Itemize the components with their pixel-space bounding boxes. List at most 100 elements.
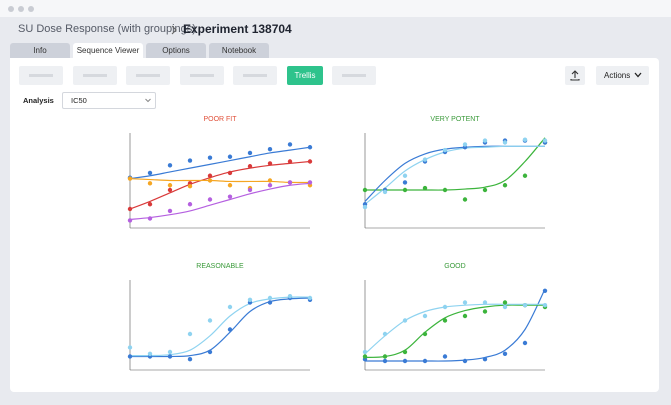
chart-title: REASONABLE [196,263,244,270]
data-point [307,159,313,164]
analysis-select[interactable]: IC50 [62,92,156,109]
data-point [247,164,253,169]
placeholder-button[interactable] [332,66,376,85]
data-point [382,354,388,359]
data-point [382,189,388,195]
data-point [422,185,428,191]
data-point [147,170,153,176]
breadcrumb[interactable]: SU Dose Response (with groupings) [18,23,196,35]
fit-curve [364,145,545,205]
data-point [227,154,233,159]
actions-button[interactable]: Actions [596,66,649,85]
data-point [482,138,488,143]
data-point [542,138,548,143]
tab[interactable]: Options [146,43,206,58]
data-point [187,202,193,207]
select-value: IC50 [71,96,87,105]
data-point [422,331,428,337]
data-point [247,150,253,156]
data-point [442,187,448,193]
data-point [287,180,293,185]
fit-curve [129,178,311,184]
data-point [482,309,488,314]
data-point [147,216,153,221]
data-point [287,159,293,164]
data-point [502,304,508,310]
placeholder-button[interactable] [19,66,63,85]
data-point [127,206,133,212]
data-point [362,354,368,359]
page-title: Experiment 138704 [183,22,292,36]
data-point [502,140,508,145]
data-point [167,187,173,193]
data-point [127,354,133,359]
data-point [287,294,293,299]
trellis-button[interactable]: Trellis [287,66,323,85]
data-point [307,145,313,150]
fit-curve [364,304,545,358]
data-point [422,157,428,162]
data-point [247,187,253,193]
data-point [442,354,448,359]
data-point [462,300,468,305]
data-point [522,303,528,308]
data-point [522,173,528,178]
chart-title: VERY POTENT [430,116,480,123]
main-panel [10,58,659,392]
tab[interactable]: Info [10,43,70,58]
window-dot [8,6,14,12]
data-point [502,183,508,188]
fit-curve [364,145,545,202]
data-point [267,183,273,188]
data-point [522,137,528,142]
data-point [167,163,173,168]
fit-curve [129,182,311,221]
analysis-label: Analysis [23,96,54,105]
placeholder-button[interactable] [126,66,170,85]
data-point [362,187,368,193]
data-point [207,349,213,355]
tab[interactable]: Notebook [209,43,269,58]
data-point [422,313,428,319]
data-point [362,204,368,210]
data-point [147,351,153,356]
data-point [402,358,408,364]
data-point [402,318,408,323]
data-point [402,173,408,178]
placeholder-button[interactable] [180,66,224,85]
data-point [307,295,313,301]
fit-curve [129,160,311,210]
export-button[interactable] [565,66,585,85]
data-point [127,218,133,223]
data-point [207,178,213,183]
data-point [542,288,548,293]
chart-title: POOR FIT [203,116,237,123]
data-point [167,208,173,214]
placeholder-button[interactable] [73,66,117,85]
data-point [267,300,273,305]
data-point [502,351,508,356]
data-point [187,158,193,163]
actions-label: Actions [604,71,631,80]
window-dot [28,6,34,12]
data-point [462,313,468,319]
data-point [482,357,488,362]
data-point [207,173,213,178]
tab[interactable]: Sequence Viewer [73,43,143,58]
fit-curve [364,137,546,191]
data-point [402,180,408,185]
data-point [187,331,193,337]
data-point [267,178,273,183]
data-point [147,181,153,186]
data-point [442,318,448,323]
data-point [442,304,448,310]
data-point [402,349,408,355]
data-point [422,358,428,364]
data-point [382,358,388,364]
placeholder-button[interactable] [233,66,277,85]
data-point [187,357,193,362]
data-point [267,161,273,166]
data-point [482,300,488,305]
data-point [227,304,233,310]
data-point [462,358,468,364]
